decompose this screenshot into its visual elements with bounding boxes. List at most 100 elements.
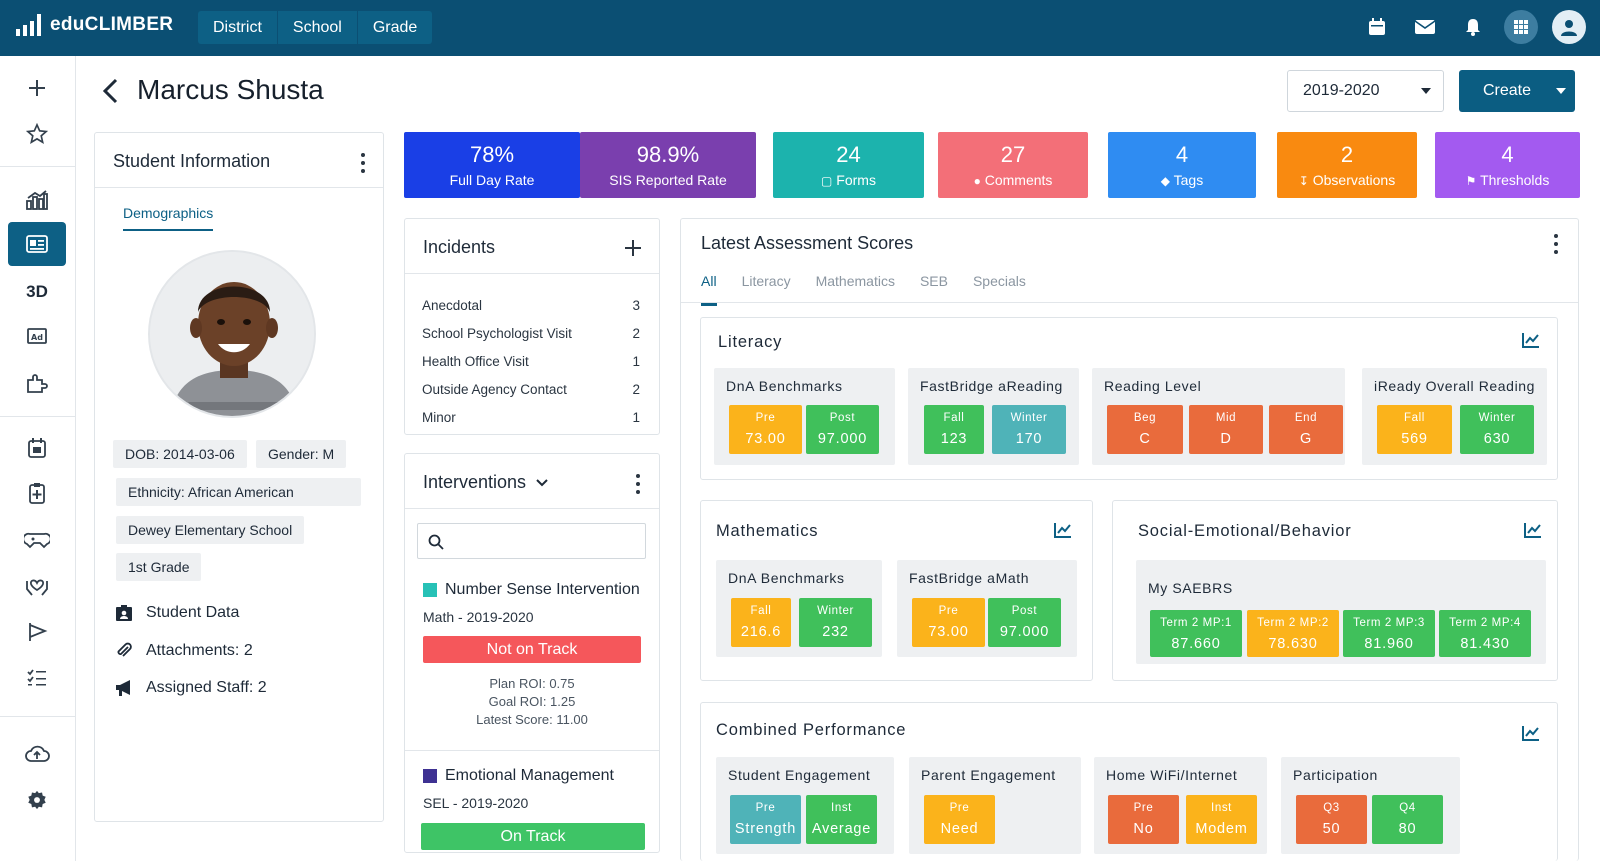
year-select[interactable]: 2019-2020 [1287, 70, 1444, 112]
puzzle-icon[interactable] [8, 361, 66, 405]
create-button[interactable]: Create [1459, 70, 1575, 112]
more-vert-icon[interactable] [360, 153, 366, 173]
add-incident-icon[interactable] [625, 240, 641, 256]
score-badge[interactable]: Beg C [1107, 405, 1183, 454]
observations-tile[interactable]: 2 ↧ Observations [1277, 132, 1417, 198]
comments-tile[interactable]: 27 ● Comments [938, 132, 1088, 198]
student-profile-icon[interactable] [8, 222, 66, 266]
score-badge[interactable]: Post 97.000 [988, 598, 1061, 647]
incident-row[interactable]: Minor 1 [422, 410, 640, 425]
hands-heart-icon[interactable] [8, 564, 66, 608]
more-vert-icon[interactable] [635, 474, 641, 494]
forms-tile[interactable]: 24 ▢ Forms [773, 132, 924, 198]
user-avatar-icon[interactable] [1552, 10, 1586, 44]
sis-reported-rate-tile[interactable]: 98.9% SIS Reported Rate [580, 132, 756, 198]
score-badge[interactable]: End G [1269, 405, 1343, 454]
thresholds-tile[interactable]: 4 ⚑ Thresholds [1435, 132, 1580, 198]
score-badge[interactable]: Winter 630 [1460, 405, 1534, 454]
apps-grid-icon[interactable] [1504, 10, 1538, 44]
score-badge[interactable]: Q3 50 [1296, 795, 1367, 844]
score-label: Q4 [1399, 802, 1416, 814]
line-chart-icon[interactable] [1522, 725, 1540, 741]
nav-grade[interactable]: Grade [372, 19, 418, 36]
tags-tile[interactable]: 4 ◆ Tags [1108, 132, 1256, 198]
student-data-link[interactable]: Student Data [114, 603, 239, 623]
tab-literacy[interactable]: Literacy [741, 273, 791, 289]
intervention-item[interactable]: Number Sense Intervention [423, 581, 640, 599]
tab-all[interactable]: All [701, 273, 717, 306]
checklist-icon[interactable] [8, 656, 66, 700]
tab-seb[interactable]: SEB [919, 273, 948, 289]
caret-down-icon[interactable] [1556, 88, 1566, 94]
scope-nav: District School Grade [198, 11, 433, 44]
score-badge[interactable]: Inst Average [806, 795, 877, 844]
score-badge[interactable]: Post 97.000 [806, 405, 879, 454]
interventions-dropdown[interactable]: Interventions [423, 472, 548, 493]
incident-row[interactable]: Anecdotal 3 [422, 298, 640, 313]
cloud-upload-icon[interactable] [8, 732, 66, 776]
more-vert-icon[interactable] [1553, 234, 1559, 254]
bell-icon[interactable] [1456, 10, 1490, 44]
score-group-label: Parent Engagement [921, 767, 1056, 783]
calendar-icon[interactable] [1360, 10, 1394, 44]
score-badge[interactable]: Term 2 MP:2 78.630 [1247, 610, 1339, 657]
incident-count: 1 [632, 410, 640, 425]
score-badge[interactable]: Q4 80 [1372, 795, 1443, 844]
line-chart-icon[interactable] [1522, 332, 1540, 348]
score-badge[interactable]: Fall 569 [1377, 405, 1452, 454]
score-badge[interactable]: Pre 73.00 [729, 405, 802, 454]
intervention-search-input[interactable] [417, 523, 646, 559]
incident-row[interactable]: Outside Agency Contact 2 [422, 382, 640, 397]
incident-label: Health Office Visit [422, 354, 529, 369]
score-badge[interactable]: Fall 216.6 [731, 598, 791, 647]
score-badge[interactable]: Fall 123 [924, 405, 984, 454]
attachments-link[interactable]: Attachments: 2 [114, 641, 253, 661]
flag-icon[interactable] [8, 610, 66, 654]
schedule-icon[interactable] [8, 426, 66, 470]
settings-gear-icon[interactable] [8, 778, 66, 822]
tab-specials[interactable]: Specials [972, 273, 1026, 289]
ad-icon[interactable]: Ad [8, 314, 66, 358]
back-chevron-icon[interactable] [100, 76, 122, 106]
score-value: 170 [1015, 431, 1043, 447]
nav-district[interactable]: District [198, 11, 278, 44]
score-badge[interactable]: Term 2 MP:3 81.960 [1343, 610, 1435, 657]
line-chart-icon[interactable] [1524, 522, 1542, 538]
nav-school[interactable]: School [278, 11, 358, 44]
score-value: No [1133, 821, 1154, 837]
score-badge[interactable]: Winter 170 [992, 405, 1066, 454]
score-label: Q3 [1323, 802, 1340, 814]
tile-value: 4 [1175, 142, 1189, 167]
score-value: G [1299, 431, 1313, 447]
add-icon[interactable] [8, 66, 66, 110]
line-chart-icon[interactable] [1054, 522, 1072, 538]
tab-demographics[interactable]: Demographics [123, 205, 214, 231]
tab-mathematics[interactable]: Mathematics [815, 273, 895, 289]
score-badge[interactable]: Winter 232 [799, 598, 872, 647]
clipboard-plus-icon[interactable] [8, 471, 66, 515]
seb-title: Social-Emotional/Behavior [1138, 522, 1352, 540]
star-icon[interactable] [8, 112, 66, 156]
rail-3d[interactable]: 3D [8, 270, 66, 314]
analytics-icon[interactable] [8, 178, 66, 222]
score-value: 81.430 [1460, 636, 1510, 652]
incident-row[interactable]: School Psychologist Visit 2 [422, 326, 640, 341]
app-logo[interactable]: eduCLIMBER [16, 14, 173, 36]
intervention-item[interactable]: Emotional Management [423, 767, 614, 785]
incident-row[interactable]: Health Office Visit 1 [422, 354, 640, 369]
score-badge[interactable]: Pre Strength [730, 795, 801, 844]
score-badge[interactable]: Pre No [1108, 795, 1179, 844]
score-badge[interactable]: Inst Modem [1186, 795, 1257, 844]
score-badge[interactable]: Pre 73.00 [912, 598, 985, 647]
score-value: 123 [940, 431, 968, 447]
score-badge[interactable]: Term 2 MP:4 81.430 [1439, 610, 1531, 657]
score-label: Term 2 MP:3 [1353, 617, 1425, 629]
gamepad-icon[interactable] [8, 518, 66, 562]
score-badge[interactable]: Mid D [1189, 405, 1263, 454]
assigned-staff-link[interactable]: Assigned Staff: 2 [114, 678, 267, 698]
intervention-sub: SEL - 2019-2020 [423, 795, 529, 811]
mail-icon[interactable] [1408, 10, 1442, 44]
score-badge[interactable]: Pre Need [924, 795, 995, 844]
full-day-rate-tile[interactable]: 78% Full Day Rate [404, 132, 580, 198]
score-badge[interactable]: Term 2 MP:1 87.660 [1150, 610, 1242, 657]
